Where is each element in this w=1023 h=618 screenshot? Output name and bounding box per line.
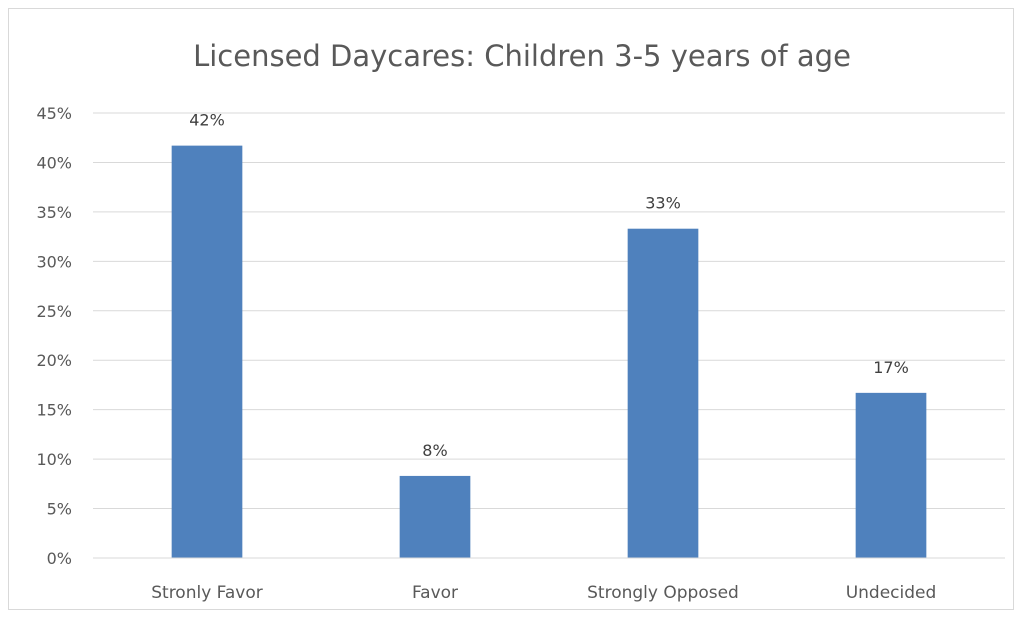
x-category-label: Stronly Favor bbox=[151, 583, 263, 603]
gridlines bbox=[93, 112, 1005, 510]
bars bbox=[171, 145, 927, 558]
data-label: 17% bbox=[873, 358, 909, 377]
chart-title: Licensed Daycares: Children 3-5 years of… bbox=[193, 39, 851, 73]
y-tick-label: 25% bbox=[36, 302, 72, 321]
y-tick-label: 0% bbox=[47, 549, 72, 568]
y-tick-label: 35% bbox=[36, 203, 72, 222]
bar bbox=[171, 145, 243, 558]
x-category-label: Strongly Opposed bbox=[587, 583, 739, 603]
y-axis-ticks: 0% 5% 10% 15% 20% 25% 30% 35% 40% 45% bbox=[36, 104, 72, 568]
data-labels: 42% 8% 33% 17% bbox=[189, 111, 909, 460]
data-label: 42% bbox=[189, 111, 225, 130]
y-tick-label: 20% bbox=[36, 351, 72, 370]
y-tick-label: 30% bbox=[36, 252, 72, 271]
y-tick-label: 5% bbox=[47, 500, 72, 519]
data-label: 33% bbox=[645, 194, 681, 213]
bar bbox=[399, 475, 471, 558]
bar bbox=[627, 228, 699, 558]
y-tick-label: 15% bbox=[36, 401, 72, 420]
x-category-label: Favor bbox=[412, 583, 458, 603]
bar bbox=[855, 392, 927, 558]
y-tick-label: 40% bbox=[36, 153, 72, 172]
y-tick-label: 10% bbox=[36, 450, 72, 469]
x-category-label: Undecided bbox=[846, 583, 937, 603]
x-axis-categories: Stronly Favor Favor Strongly Opposed Undeci… bbox=[151, 583, 936, 603]
data-label: 8% bbox=[422, 441, 447, 460]
y-tick-label: 45% bbox=[36, 104, 72, 123]
